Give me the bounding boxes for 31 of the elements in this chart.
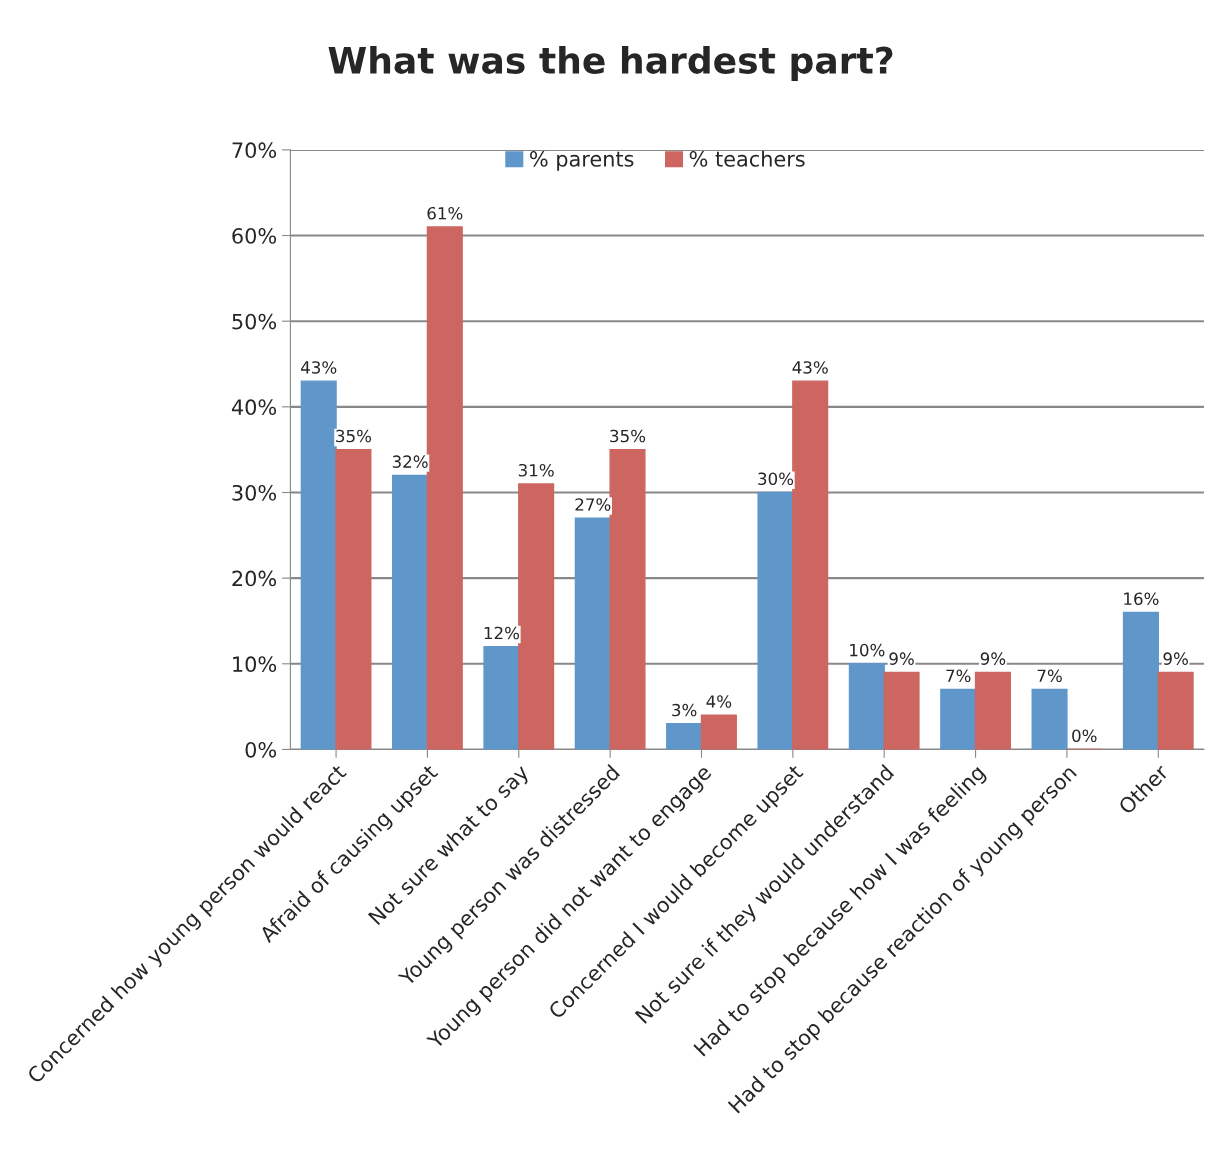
y-tick-label: 40% [231, 399, 277, 416]
y-tick-label: 50% [232, 313, 277, 330]
data-label: 35% [610, 429, 646, 443]
data-label: 16% [1124, 592, 1159, 606]
data-label: 43% [301, 361, 337, 374]
legend-label: % teachers [689, 150, 805, 167]
data-label: 9% [1163, 652, 1188, 665]
data-label: 7% [1037, 669, 1062, 683]
legend-label: % parents [530, 151, 634, 171]
data-label: 4% [706, 695, 732, 708]
data-label: 32% [392, 455, 428, 468]
data-label: 10% [850, 643, 885, 657]
data-label: 9% [889, 652, 914, 665]
data-label: 43% [792, 361, 828, 374]
y-tick-label: 70% [232, 142, 277, 159]
data-label: 27% [575, 498, 611, 511]
data-label: 7% [946, 669, 971, 683]
data-label: 31% [518, 463, 554, 477]
data-label: 3% [672, 703, 697, 717]
data-label: 30% [758, 472, 794, 486]
y-tick-label: 0% [245, 741, 277, 758]
data-label: 0% [1072, 729, 1097, 743]
chart-title: What was the hardest part? [328, 45, 893, 81]
y-tick-label: 10% [233, 656, 277, 673]
y-tick-label: 30% [232, 484, 277, 501]
y-tick-label: 20% [232, 570, 277, 587]
data-label: 9% [980, 652, 1006, 665]
data-label: 12% [484, 626, 520, 640]
data-label: 61% [427, 206, 463, 220]
data-label: 35% [336, 429, 372, 443]
y-tick-label: 60% [232, 227, 277, 244]
